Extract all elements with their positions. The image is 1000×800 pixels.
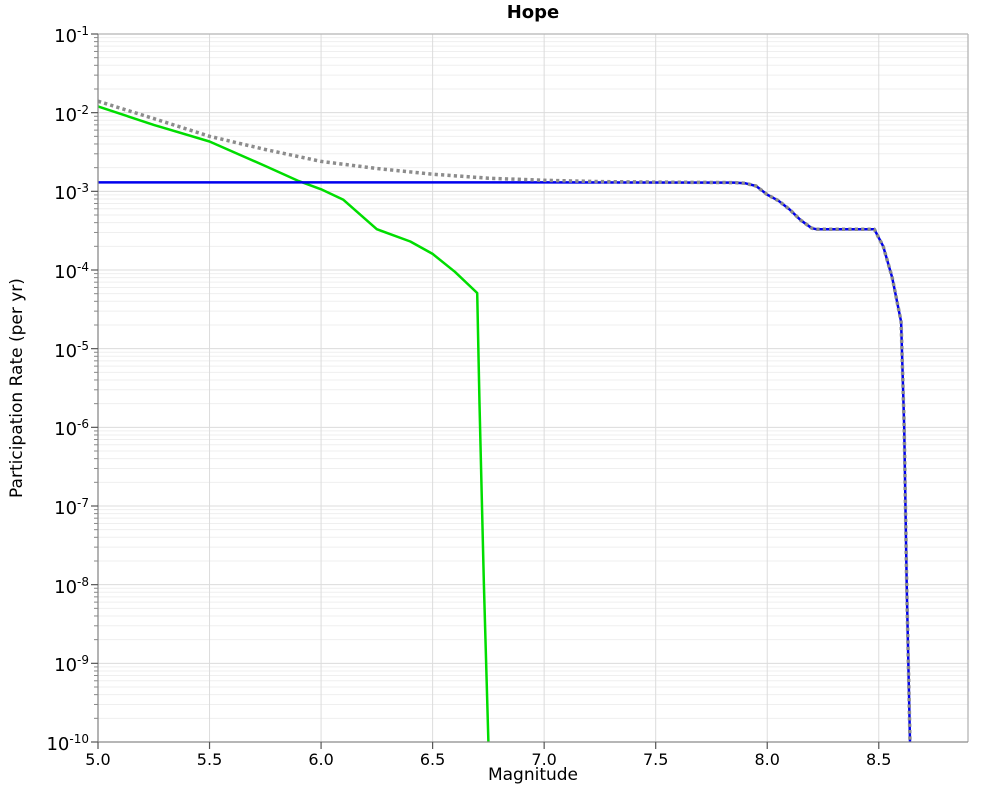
x-tick-label: 7.0 <box>531 750 557 769</box>
axes <box>91 33 969 749</box>
y-tick-label: 10-6 <box>54 417 89 441</box>
y-tick-label: 10-7 <box>54 496 89 519</box>
x-tick-label: 8.0 <box>754 750 780 769</box>
chart-title: Hope <box>506 2 560 23</box>
y-tick-label: 10-4 <box>54 260 89 283</box>
x-axis-label: Magnitude <box>487 765 579 785</box>
x-tick-label: 6.0 <box>308 750 334 769</box>
y-tick-label: 10-10 <box>46 732 89 755</box>
y-tick-label: 10-8 <box>54 574 89 598</box>
y-tick-label: 10-3 <box>54 181 89 205</box>
x-tick-label: 6.5 <box>419 750 446 769</box>
y-axis-label: Participation Rate (per yr) <box>7 278 27 498</box>
green-characteristic-curve <box>97 105 490 743</box>
x-tick-label: 5.5 <box>196 750 223 769</box>
y-tick-label: 10-2 <box>54 102 89 126</box>
y-tick-label: 10-9 <box>54 653 89 677</box>
gray-dotted-reference-curve <box>97 99 912 743</box>
gridlines <box>98 33 968 743</box>
x-tick-label: 5.0 <box>85 750 111 769</box>
y-tick-label: 10-5 <box>54 338 89 362</box>
y-tick-label: 10-1 <box>54 24 89 47</box>
x-tick-label: 8.5 <box>866 750 892 769</box>
series <box>97 99 912 743</box>
blue-total-rate-curve <box>98 181 912 743</box>
x-tick-label: 7.5 <box>642 750 669 769</box>
